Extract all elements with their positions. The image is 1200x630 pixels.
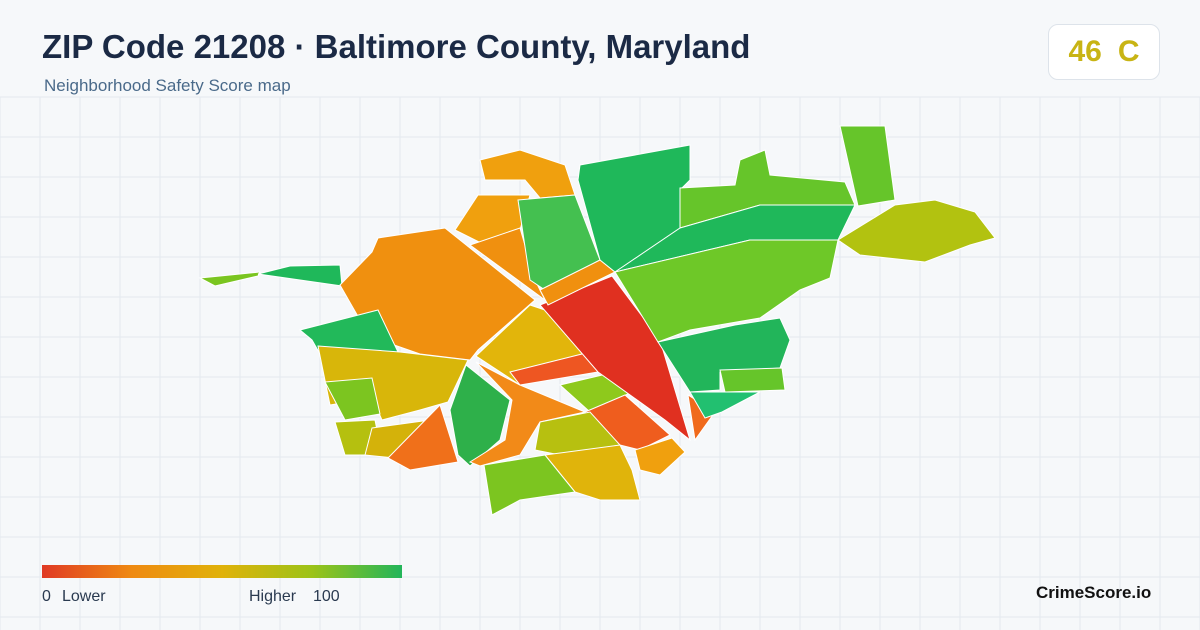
region bbox=[257, 264, 343, 287]
region bbox=[449, 364, 511, 467]
region bbox=[324, 377, 381, 421]
legend-min-label: Lower bbox=[62, 588, 106, 605]
region bbox=[614, 239, 839, 343]
region bbox=[387, 404, 459, 471]
subtitle: Neighborhood Safety Score map bbox=[44, 76, 291, 95]
region bbox=[839, 125, 896, 207]
title: ZIP Code 21208 · Baltimore County, Maryl… bbox=[42, 28, 751, 65]
legend-max: 100 bbox=[313, 588, 340, 605]
region bbox=[719, 367, 786, 393]
zip-regions bbox=[198, 125, 996, 516]
score-value: 46 bbox=[1068, 35, 1102, 68]
region bbox=[198, 271, 261, 287]
region bbox=[689, 391, 761, 419]
region bbox=[837, 199, 996, 263]
brand: CrimeScore.io bbox=[1036, 583, 1152, 602]
score-grade: C bbox=[1117, 35, 1140, 68]
score-badge: 46 C bbox=[1048, 24, 1160, 80]
region bbox=[483, 454, 576, 516]
region bbox=[468, 361, 587, 467]
legend-min: 0 bbox=[42, 588, 51, 605]
region bbox=[539, 275, 691, 442]
region bbox=[479, 149, 576, 199]
legend-max-label: Higher bbox=[249, 588, 297, 605]
legend-gradient bbox=[42, 565, 402, 578]
region bbox=[634, 437, 686, 476]
